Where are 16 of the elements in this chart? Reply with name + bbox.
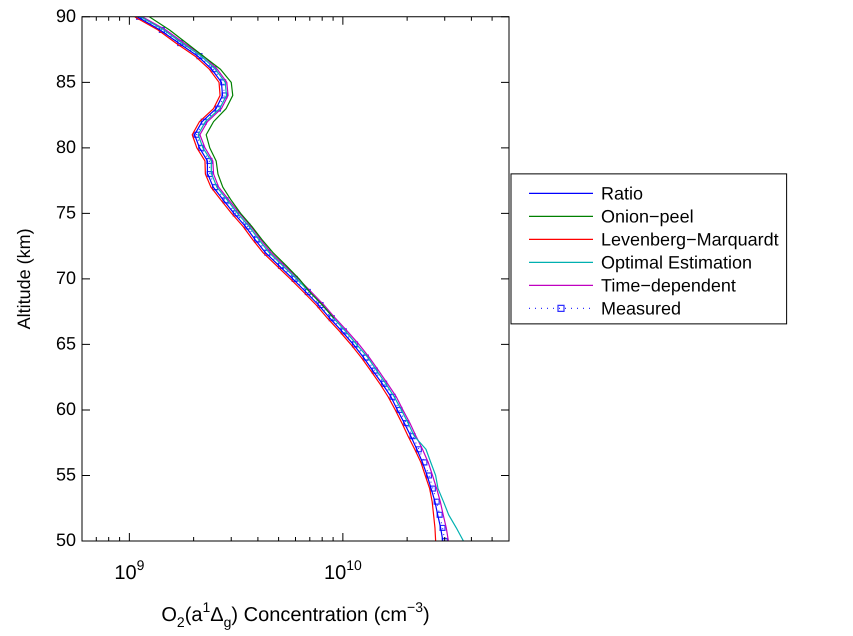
y-tick-label: 75 — [56, 202, 76, 222]
y-tick-label: 85 — [56, 71, 76, 92]
y-tick-label: 60 — [56, 398, 76, 419]
y-tick-label: 70 — [56, 268, 76, 288]
y-tick-label: 55 — [56, 464, 76, 484]
legend-label: Ratio — [601, 183, 644, 204]
y-tick-label: 90 — [56, 6, 76, 26]
legend-label: Levenberg−Marquardt — [601, 229, 779, 250]
legend-label: Optimal Estimation — [601, 252, 752, 272]
legend-label: Onion−peel — [601, 206, 694, 226]
y-tick-label: 50 — [56, 530, 76, 550]
y-tick-label: 65 — [56, 333, 76, 354]
legend-label: Measured — [601, 298, 682, 318]
y-tick-label: 80 — [56, 136, 76, 157]
y-axis-title: Altitude (km) — [14, 228, 34, 330]
legend-label: Time−dependent — [601, 275, 736, 296]
